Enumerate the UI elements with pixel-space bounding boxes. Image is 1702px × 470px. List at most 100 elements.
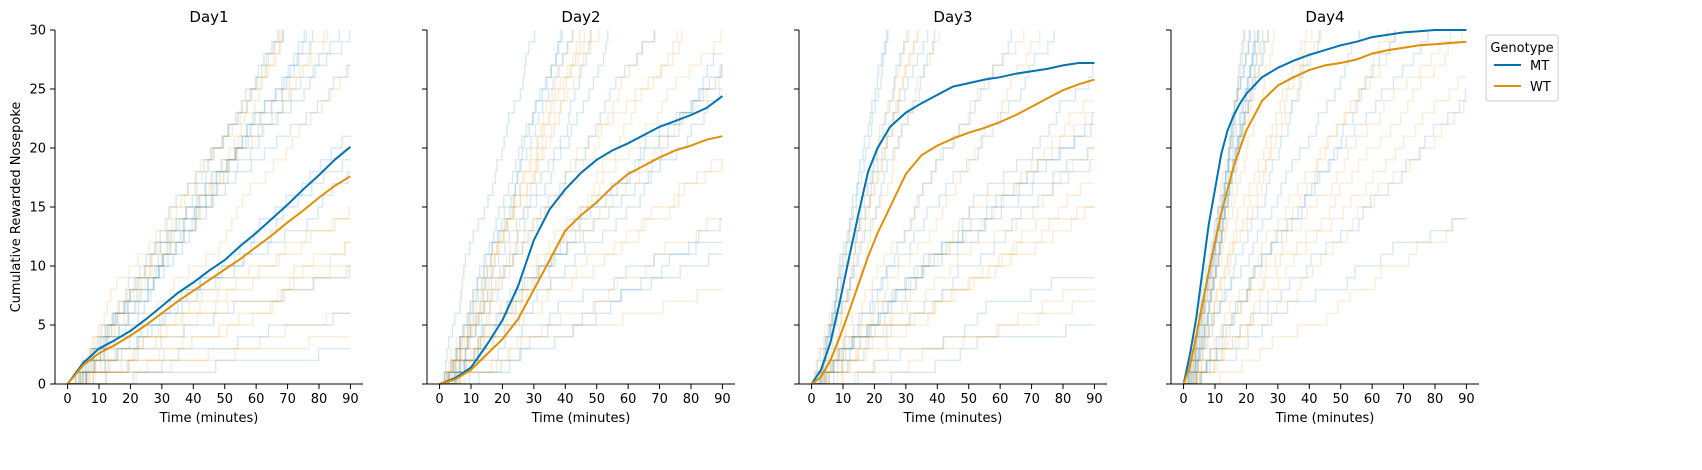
panel-title: Day2 — [561, 8, 600, 26]
individual-trace-mt — [1183, 88, 1467, 384]
x-tick-label: 70 — [279, 392, 296, 407]
individual-traces — [439, 30, 723, 384]
x-tick-label: 70 — [1023, 392, 1040, 407]
individual-trace-wt — [1183, 30, 1396, 384]
individual-trace-mt — [67, 347, 351, 384]
individual-trace-mt — [439, 64, 723, 384]
individual-trace-mt — [439, 30, 562, 384]
x-tick-label: 40 — [557, 392, 574, 407]
x-tick-label: 20 — [122, 392, 139, 407]
individual-trace-wt — [811, 300, 1095, 384]
individual-trace-mt — [67, 30, 308, 384]
series-line-mt — [439, 95, 724, 385]
individual-trace-mt — [439, 30, 563, 384]
individual-trace-mt — [439, 88, 723, 384]
individual-trace-mt — [439, 218, 723, 384]
individual-trace-mt — [67, 265, 351, 384]
x-tick-label: 60 — [248, 392, 265, 407]
individual-trace-wt — [439, 30, 581, 384]
individual-trace-wt — [811, 30, 1041, 384]
x-tick-label: 30 — [898, 392, 915, 407]
individual-trace-mt — [67, 30, 340, 384]
individual-trace-mt — [811, 277, 1095, 384]
individual-trace-mt — [67, 30, 279, 384]
panel-title: Day1 — [189, 8, 228, 26]
individual-trace-wt — [67, 206, 351, 384]
individual-trace-mt — [1183, 30, 1360, 384]
individual-trace-mt — [439, 241, 723, 384]
individual-trace-wt — [67, 30, 284, 384]
individual-trace-wt — [439, 30, 586, 384]
individual-trace-mt — [811, 30, 888, 384]
individual-trace-wt — [67, 241, 351, 384]
series-line-mt — [1182, 29, 1467, 385]
legend-box — [1485, 34, 1559, 102]
x-tick-label: 10 — [91, 392, 108, 407]
legend-entry-wt: WT — [1530, 80, 1551, 95]
individual-trace-wt — [439, 30, 592, 384]
x-tick-label: 80 — [1427, 392, 1444, 407]
individual-trace-mt — [439, 52, 723, 384]
series-line-mt — [66, 146, 352, 385]
x-tick-label: 90 — [342, 392, 359, 407]
individual-trace-wt — [439, 30, 573, 384]
individual-trace-wt — [67, 241, 351, 384]
individual-trace-mt — [811, 324, 1095, 384]
individual-trace-wt — [811, 182, 1095, 384]
panel-day1: 0 10 20 30 40 50 60 70 80 90 0 5 10 15 20 25 30 Time (min… — [29, 8, 363, 426]
individual-traces — [1183, 30, 1467, 384]
x-tick-label: 30 — [526, 392, 543, 407]
x-tick-label: 10 — [835, 392, 852, 407]
x-tick-label: 50 — [1332, 392, 1349, 407]
individual-trace-wt — [811, 30, 1025, 384]
x-tick-label: 80 — [1055, 392, 1072, 407]
x-tick-label: 70 — [651, 392, 668, 407]
individual-trace-mt — [439, 253, 723, 384]
individual-trace-wt — [439, 30, 722, 384]
individual-trace-wt — [67, 30, 283, 384]
individual-trace-mt — [811, 159, 1095, 384]
x-tick-label: 90 — [1086, 392, 1103, 407]
x-tick-label: 10 — [463, 392, 480, 407]
individual-trace-wt — [1183, 30, 1322, 384]
series-line-wt — [1182, 40, 1467, 385]
individual-trace-wt — [1183, 30, 1260, 384]
x-tick-label: 60 — [992, 392, 1009, 407]
individual-trace-wt — [67, 218, 351, 384]
x-tick-label: 40 — [929, 392, 946, 407]
individual-trace-wt — [811, 288, 1095, 384]
panel-title: Day4 — [1305, 8, 1344, 26]
individual-trace-wt — [439, 288, 723, 384]
x-tick-label: 60 — [1364, 392, 1381, 407]
individual-trace-wt — [1183, 30, 1313, 384]
individual-trace-wt — [811, 147, 1095, 384]
individual-trace-wt — [439, 30, 655, 384]
individual-trace-mt — [811, 147, 1095, 384]
individual-trace-mt — [1183, 30, 1259, 384]
individual-trace-mt — [439, 64, 723, 384]
panel-day4: 0 10 20 30 40 50 60 70 80 90 Time (minutes) Day4 — [1166, 8, 1479, 426]
series-line-wt — [66, 175, 351, 385]
individual-trace-mt — [67, 30, 314, 384]
individual-trace-wt — [439, 30, 678, 384]
x-tick-label: 50 — [588, 392, 605, 407]
y-tick-label: 15 — [29, 201, 46, 216]
individual-traces — [811, 30, 1095, 384]
individual-trace-mt — [811, 30, 936, 384]
individual-trace-wt — [811, 206, 1095, 384]
individual-trace-wt — [811, 206, 1095, 384]
individual-trace-mt — [67, 64, 351, 384]
y-tick-label: 5 — [38, 319, 46, 334]
individual-trace-wt — [67, 336, 351, 384]
individual-trace-wt — [811, 30, 919, 384]
x-tick-label: 0 — [807, 392, 815, 407]
individual-trace-wt — [1183, 30, 1246, 384]
individual-trace-mt — [439, 30, 574, 384]
x-tick-label: 30 — [1270, 392, 1287, 407]
individual-trace-wt — [439, 30, 683, 384]
individual-trace-wt — [1183, 76, 1467, 384]
x-tick-label: 90 — [1458, 392, 1475, 407]
x-tick-label: 20 — [494, 392, 511, 407]
individual-trace-wt — [1183, 218, 1467, 384]
